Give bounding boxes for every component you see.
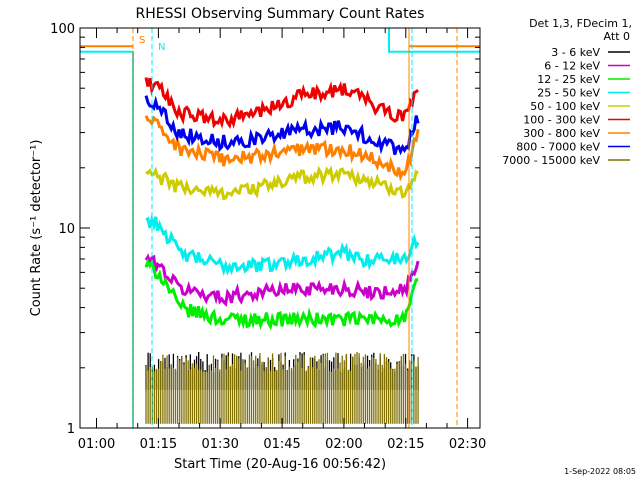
series-300-800-kev bbox=[144, 115, 420, 182]
series-6-12-kev bbox=[144, 253, 420, 307]
legend-label: 800 - 7000 keV bbox=[516, 141, 600, 154]
x-tick-label: 01:30 bbox=[201, 437, 238, 452]
series-line bbox=[144, 115, 420, 182]
x-tick-label: 02:15 bbox=[387, 437, 424, 452]
x-axis-label: Start Time (20-Aug-16 00:56:42) bbox=[174, 457, 386, 472]
x-tick-label: 02:00 bbox=[325, 437, 362, 452]
series-12-25-kev bbox=[144, 258, 419, 331]
series-line bbox=[144, 95, 420, 156]
plot-frame bbox=[79, 27, 481, 429]
night-flag-right bbox=[388, 28, 480, 53]
legend-label: 3 - 6 keV bbox=[551, 46, 600, 59]
series-3-6-kev bbox=[145, 352, 419, 390]
legend-header-line-2: Att 0 bbox=[604, 30, 630, 43]
series-7000-15000-kev bbox=[145, 352, 419, 424]
series-line bbox=[144, 253, 420, 307]
x-tick-label: 02:30 bbox=[449, 437, 486, 452]
series-800-7000-kev bbox=[144, 95, 420, 156]
y-axis-label: Count Rate (s⁻¹ detector⁻¹) bbox=[29, 140, 44, 317]
series-line bbox=[145, 213, 420, 277]
y-tick-label: 100 bbox=[50, 22, 75, 37]
footer-date: 1-Sep-2022 08:05 bbox=[564, 467, 636, 476]
legend-label: 12 - 25 keV bbox=[537, 73, 600, 86]
night-flag-label: N bbox=[158, 42, 165, 53]
plot-marks: SN bbox=[80, 28, 480, 428]
legend-label: 100 - 300 keV bbox=[523, 114, 600, 127]
x-tick-label: 01:15 bbox=[140, 437, 177, 452]
x-tick-label: 01:00 bbox=[78, 437, 115, 452]
series-100-300-kev bbox=[144, 77, 419, 130]
legend-label: 7000 - 15000 keV bbox=[502, 154, 600, 167]
y-axis-ticks: 1 10 100 bbox=[50, 22, 480, 437]
series-50-100-kev bbox=[145, 165, 419, 201]
night-flag-left bbox=[80, 50, 134, 428]
y-tick-label: 1 bbox=[67, 422, 75, 437]
x-axis-ticks: 01:00 01:15 01:30 01:45 02:00 02:15 02:30 bbox=[78, 28, 486, 452]
series-line bbox=[144, 77, 419, 130]
series-line bbox=[144, 258, 419, 331]
legend-label: 300 - 800 keV bbox=[523, 127, 600, 140]
legend-label: 6 - 12 keV bbox=[544, 60, 600, 73]
saa-flag-label: S bbox=[139, 35, 145, 46]
legend-label: 25 - 50 keV bbox=[537, 87, 600, 100]
series-25-50-kev bbox=[145, 213, 420, 277]
status-overlays: SN bbox=[80, 28, 480, 428]
series-line bbox=[145, 165, 419, 201]
legend-label: 50 - 100 keV bbox=[530, 100, 600, 113]
legend-header-line-1: Det 1,3, FDecim 1, bbox=[529, 17, 632, 30]
chart-title: RHESSI Observing Summary Count Rates bbox=[136, 6, 425, 22]
y-tick-label: 10 bbox=[58, 222, 75, 237]
x-tick-label: 01:45 bbox=[263, 437, 300, 452]
